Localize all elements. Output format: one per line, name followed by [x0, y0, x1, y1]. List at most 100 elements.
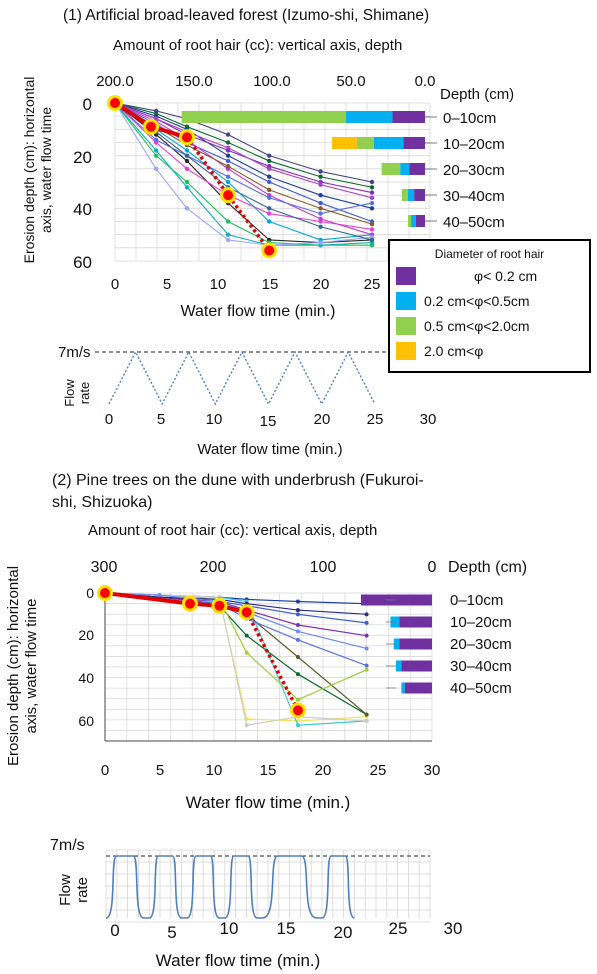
top-tick: 100	[310, 559, 337, 576]
root-hair-bar	[345, 111, 393, 123]
depth-label: 40–50cm	[443, 214, 505, 231]
data-point	[369, 221, 375, 227]
y-label-line: Erosion depth (cm): horizontal	[5, 566, 22, 766]
top-tick: 200	[200, 559, 227, 576]
data-point	[369, 179, 375, 185]
data-point	[225, 164, 231, 169]
depth-label: 20–30cm	[450, 636, 512, 653]
data-point	[318, 211, 323, 216]
data-point	[369, 227, 375, 232]
data-point	[318, 206, 323, 211]
root-hair-bar	[381, 163, 401, 175]
panel2-plot-area	[97, 585, 433, 742]
series-line	[104, 592, 367, 615]
legend-item: 2.0 cm<φ	[396, 342, 586, 364]
panel1-x-label: Water flow time (min.)	[181, 303, 336, 320]
x-tick: 20	[315, 762, 332, 779]
y-tick: 60	[78, 713, 94, 729]
data-point	[225, 237, 231, 243]
depth-label: 0–10cm	[443, 110, 496, 127]
data-point	[244, 723, 249, 728]
data-point	[184, 124, 190, 129]
root-hair-bar	[393, 638, 400, 650]
x-tick: 15	[262, 276, 279, 293]
x-tick: 10	[210, 276, 227, 293]
data-point	[295, 637, 300, 642]
data-point	[295, 629, 300, 634]
data-point	[225, 132, 231, 137]
data-point	[369, 206, 375, 211]
data-point	[369, 200, 375, 206]
data-point	[369, 185, 375, 190]
flow-x-tick: 20	[334, 923, 353, 942]
x-tick: 5	[156, 762, 164, 779]
data-point	[364, 719, 369, 723]
y-tick: 20	[78, 627, 94, 643]
x-tick: 25	[370, 762, 387, 779]
highlight-point	[142, 118, 159, 135]
panel2-flow-x-ticks: 0 5 10 15 20 25 30	[110, 919, 462, 942]
flow-x-tick: 0	[110, 921, 119, 940]
series-line	[104, 592, 367, 650]
panel2-top-axis-label: Amount of root hair (cc): vertical axis,…	[88, 522, 377, 539]
data-point	[318, 182, 323, 187]
data-point	[153, 108, 159, 114]
data-point	[295, 599, 300, 604]
data-point	[184, 153, 190, 158]
data-point	[267, 158, 272, 164]
top-tick: 0	[428, 559, 437, 576]
panel2-y-ticks: 0 20 40 60	[78, 585, 94, 729]
y-label-line: axis, water flow time	[23, 598, 40, 733]
flow-x-tick: 0	[105, 411, 113, 428]
legend-label: 0.5 cm<φ<2.0cm	[424, 318, 530, 334]
y-label-line: axis, water flow time	[38, 107, 54, 233]
root-hair-bar	[403, 137, 425, 149]
data-point	[225, 232, 231, 237]
root-hair-bar	[415, 215, 425, 227]
depth-label: 30–40cm	[443, 188, 505, 205]
legend-label: φ< 0.2 cm	[474, 268, 538, 284]
flow-x-tick: 30	[420, 411, 437, 428]
root-hair-bar	[399, 638, 432, 650]
data-point	[295, 697, 300, 702]
data-point	[364, 663, 369, 668]
data-point	[153, 153, 159, 158]
panel2-title-line2: shi, Shizuoka)	[52, 494, 153, 511]
panel2-depth-header: Depth (cm)	[448, 559, 527, 576]
root-hair-bar	[400, 163, 410, 175]
flow-x-tick: 10	[206, 411, 223, 428]
data-point	[295, 608, 300, 613]
data-point	[184, 158, 190, 164]
root-hair-bar	[395, 660, 402, 672]
x-tick: 0	[111, 276, 119, 293]
flow-y-label-line: Flow	[57, 874, 74, 906]
data-point	[225, 179, 231, 185]
top-tick: 150.0	[175, 73, 213, 90]
panel1-flow-x-label: Water flow time (min.)	[197, 441, 342, 458]
data-point	[318, 224, 323, 229]
y-label-line: Erosion depth (cm): horizontal	[21, 77, 37, 264]
highlight-point	[182, 595, 199, 612]
root-hair-bar	[356, 137, 374, 149]
flow-x-tick: 5	[157, 411, 165, 428]
data-point	[267, 219, 272, 224]
root-hair-bar	[414, 189, 425, 201]
data-point	[184, 179, 190, 185]
top-tick: 200.0	[96, 73, 134, 90]
highlight-line-dashed	[185, 136, 271, 252]
data-point	[318, 200, 323, 206]
data-point	[157, 593, 162, 598]
legend-title: Diameter of root hair	[434, 247, 545, 261]
data-point	[267, 206, 272, 211]
root-hair-bar	[399, 616, 432, 628]
data-point	[364, 646, 369, 651]
data-point	[153, 137, 159, 143]
highlight-line	[104, 591, 248, 615]
root-hair-bar	[401, 682, 405, 694]
flow-x-tick: 20	[314, 411, 331, 428]
legend-item: φ< 0.2 cm	[396, 267, 586, 289]
root-hair-bar	[407, 189, 415, 201]
highlight-point	[107, 95, 123, 111]
data-point	[267, 195, 272, 200]
panel2-flow-max-label: 7m/s	[50, 837, 85, 854]
